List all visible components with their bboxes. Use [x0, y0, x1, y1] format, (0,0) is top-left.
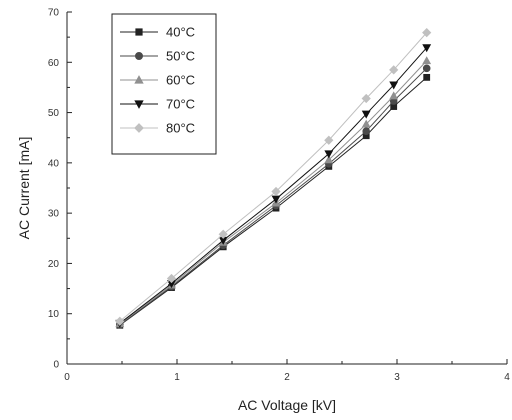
legend-item: 80°C: [120, 121, 195, 136]
legend-item: 60°C: [120, 73, 195, 88]
data-point-triangle-down: [271, 195, 281, 204]
y-tick-label: 20: [48, 259, 60, 270]
y-ticks: 0 10 20 30 40 50 60 70: [48, 8, 72, 371]
data-point-triangle-down: [389, 81, 399, 90]
legend-label: 40°C: [166, 25, 195, 40]
x-tick-label: 2: [284, 372, 290, 383]
data-point-diamond: [134, 123, 144, 133]
data-point-square: [135, 28, 143, 36]
legend-item: 70°C: [120, 97, 195, 112]
data-point-triangle-down: [324, 150, 334, 159]
series-line: [119, 60, 428, 325]
x-tick-label: 3: [394, 372, 400, 383]
data-point-square: [423, 73, 431, 81]
data-point-diamond: [271, 186, 281, 197]
series-line: [119, 47, 428, 324]
y-tick-label: 30: [48, 209, 60, 220]
x-tick-label: 1: [174, 372, 180, 383]
y-tick-label: 50: [48, 108, 60, 119]
data-point-triangle-down: [361, 110, 371, 119]
y-tick-label: 40: [48, 158, 60, 169]
data-point-circle: [422, 64, 431, 73]
legend-item: 50°C: [120, 49, 195, 64]
y-axis-title: AC Current [mA]: [16, 137, 32, 240]
data-point-triangle-up: [324, 155, 334, 164]
data-point-diamond: [361, 93, 371, 104]
y-tick-label: 60: [48, 58, 60, 69]
series-diamond: [115, 28, 432, 326]
legend-label: 60°C: [166, 73, 195, 88]
x-tick-label: 0: [64, 372, 70, 383]
data-point-triangle-up: [361, 119, 371, 128]
legend-label: 50°C: [166, 49, 195, 64]
data-point-diamond: [422, 28, 432, 38]
data-point-circle: [134, 52, 143, 61]
legend-box: [111, 13, 217, 155]
legend-item: 40°C: [120, 25, 195, 40]
data-point-diamond: [115, 316, 125, 326]
x-axis-title: AC Voltage [kV]: [238, 397, 336, 413]
data-point-diamond: [324, 135, 334, 145]
data-point-triangle-up: [422, 56, 432, 65]
series-line: [119, 32, 428, 322]
legend-items: 40°C 50°C 60°C 70°C 80°C: [120, 25, 195, 136]
legend-label: 80°C: [166, 121, 195, 136]
data-point-diamond: [389, 65, 399, 75]
x-ticks: 0 1 2 3 4: [64, 359, 510, 383]
legend: 40°C 50°C 60°C 70°C 80°C: [111, 13, 217, 155]
data-point-triangle-down: [134, 100, 144, 109]
x-tick-label: 4: [504, 372, 510, 383]
series-line: [119, 76, 428, 326]
data-point-triangle-up: [389, 91, 399, 100]
legend-label: 70°C: [166, 97, 195, 112]
data-point-circle: [362, 127, 371, 135]
data-point-triangle-down: [422, 44, 432, 53]
series-layer: [115, 28, 432, 329]
y-tick-label: 0: [53, 360, 59, 371]
data-point-diamond: [166, 273, 177, 284]
data-point-diamond: [218, 229, 228, 239]
series-line: [119, 67, 428, 326]
data-point-triangle-up: [134, 75, 144, 84]
y-tick-label: 70: [48, 8, 60, 19]
y-tick-label: 10: [48, 309, 60, 320]
